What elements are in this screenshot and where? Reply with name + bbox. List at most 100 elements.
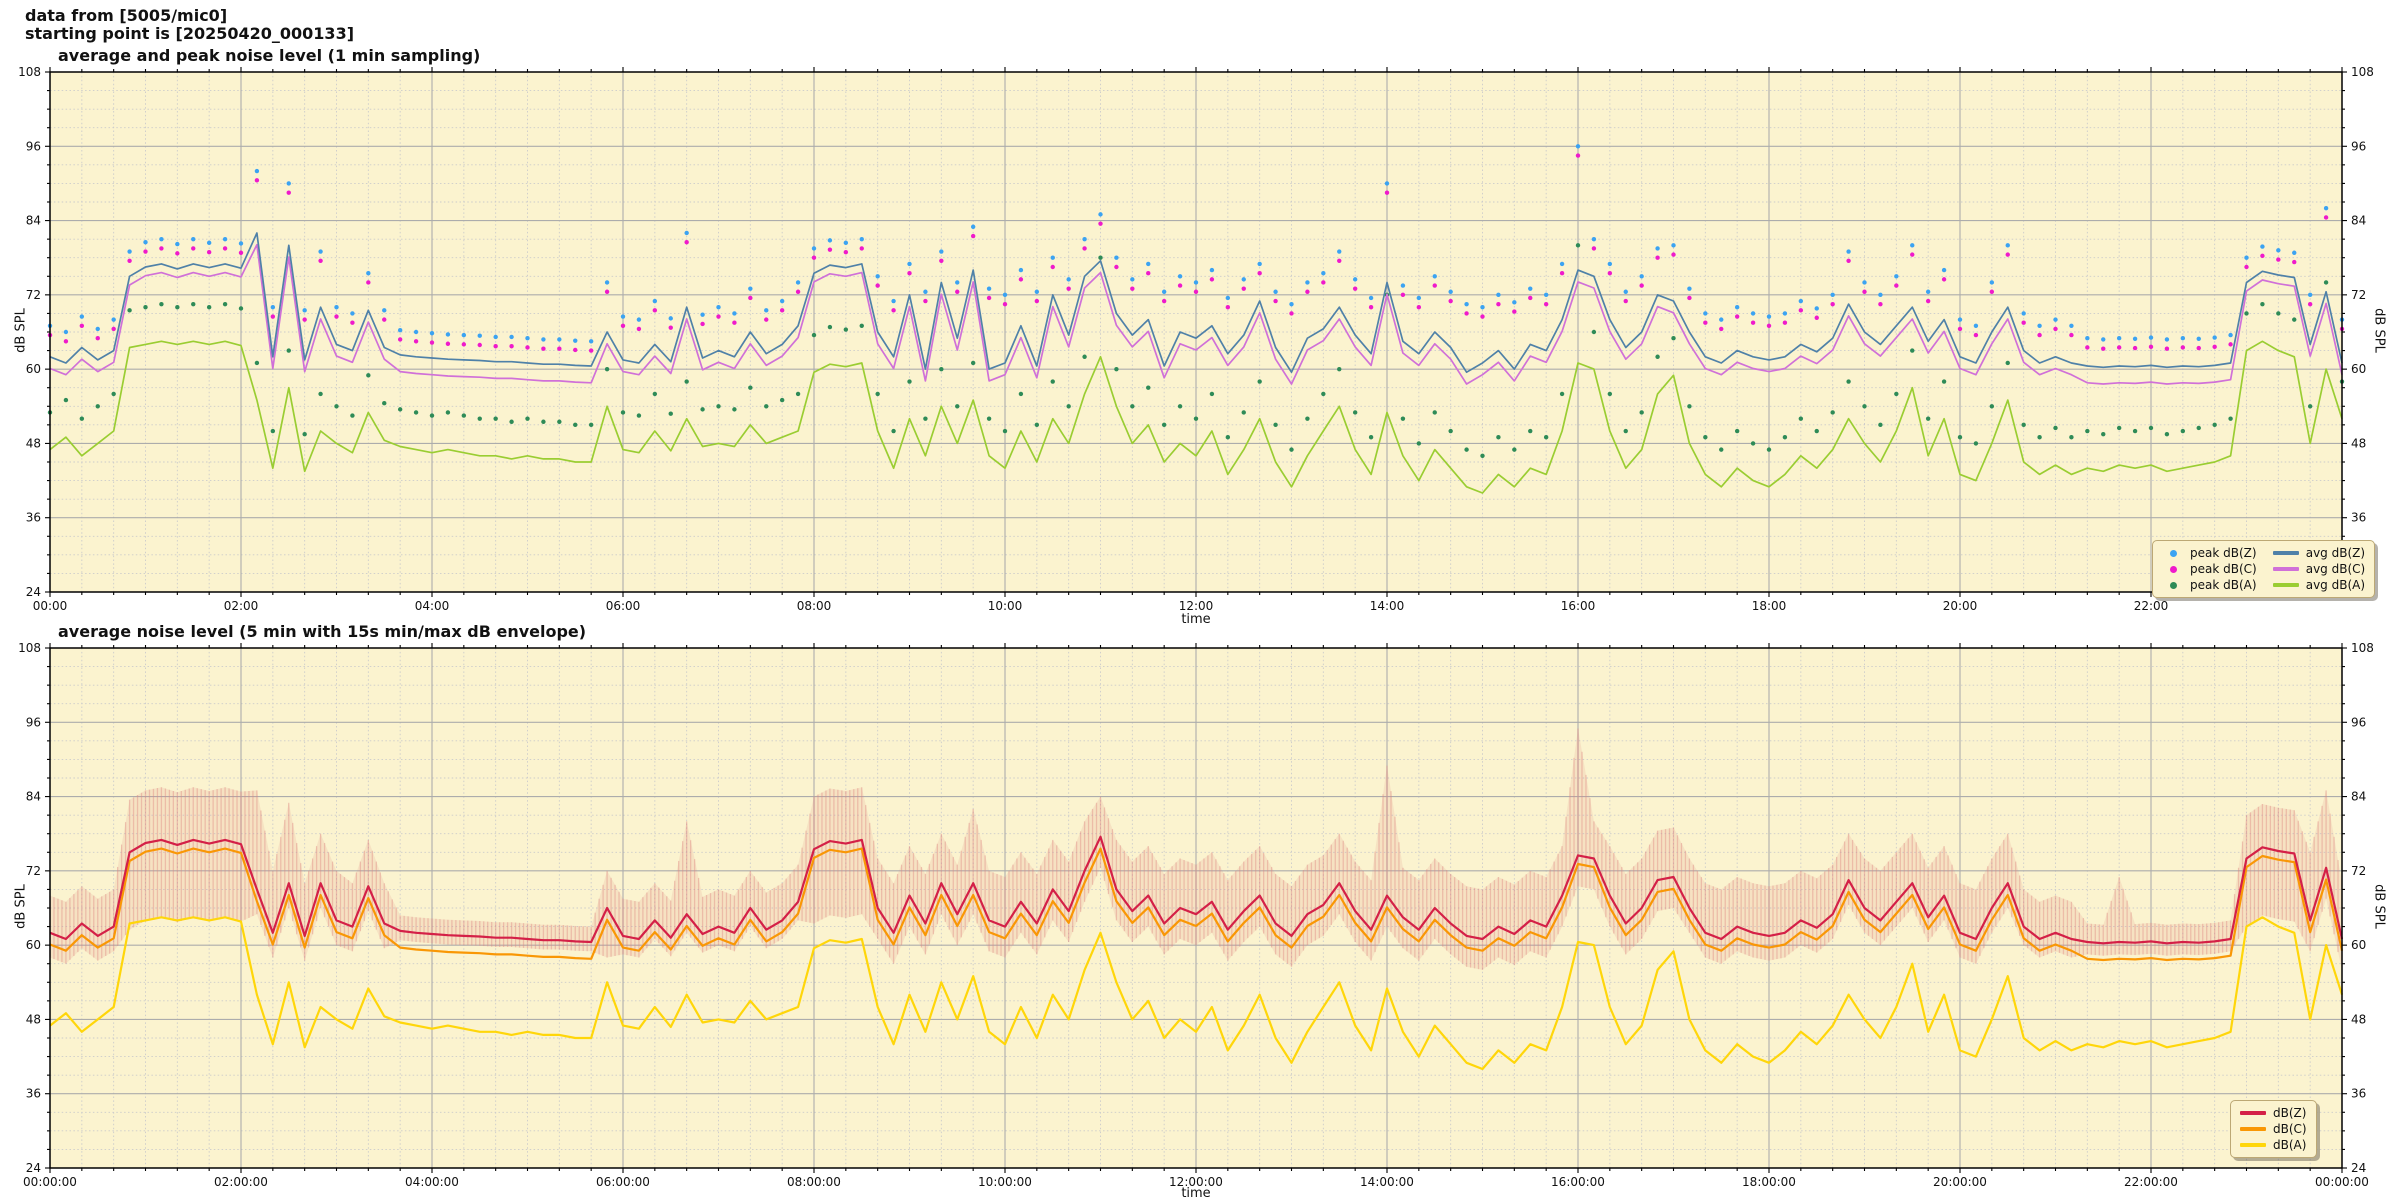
point-peak-db-a- — [1528, 428, 1533, 434]
point-peak-db-a- — [1002, 428, 1008, 434]
point-peak-db-a- — [1146, 385, 1151, 390]
point-peak-db-c- — [986, 295, 992, 301]
point-peak-db-z- — [493, 334, 498, 340]
point-peak-db-c- — [1814, 315, 1819, 320]
point-peak-db-a- — [2069, 435, 2074, 440]
point-peak-db-c- — [1878, 301, 1883, 307]
y-tick-label-right: 48 — [2351, 436, 2366, 450]
point-peak-db-c- — [1782, 320, 1788, 325]
point-peak-db-a- — [955, 404, 960, 409]
point-peak-db-z- — [1496, 292, 1501, 298]
x-tick-label: 12:00 — [1179, 599, 1214, 613]
point-peak-db-c- — [1241, 286, 1246, 291]
point-peak-db-a- — [1575, 243, 1581, 248]
point-peak-db-z- — [748, 286, 753, 291]
line-avg-db-z- — [49, 232, 2343, 374]
point-peak-db-a- — [493, 416, 498, 421]
point-peak-db-a- — [1018, 391, 1024, 397]
point-peak-db-a- — [111, 391, 116, 397]
point-peak-db-z- — [795, 280, 801, 285]
legend-entry-avg-dba: avg dB(A) — [2272, 578, 2365, 592]
legend-label: dB(Z) — [2273, 1106, 2307, 1120]
point-peak-db-c- — [573, 347, 578, 353]
point-peak-db-a- — [684, 379, 689, 384]
point-peak-db-z- — [1719, 317, 1724, 322]
point-peak-db-c- — [1798, 308, 1804, 313]
point-peak-db-z- — [2244, 255, 2249, 260]
x-tick-label: 16:00 — [1561, 599, 1596, 613]
point-peak-db-a- — [875, 391, 880, 397]
point-peak-db-c- — [429, 340, 435, 345]
point-peak-db-z- — [1050, 255, 1055, 260]
point-peak-db-c- — [477, 342, 482, 348]
point-peak-db-a- — [2307, 404, 2313, 409]
x-tick-label: 04:00:00 — [405, 1175, 459, 1189]
point-peak-db-a- — [557, 419, 562, 424]
x-tick-label: 10:00 — [988, 599, 1023, 613]
point-peak-db-a- — [1193, 416, 1199, 421]
point-peak-db-a- — [2276, 311, 2281, 316]
point-peak-db-z- — [429, 331, 435, 336]
point-peak-db-c- — [1543, 301, 1549, 307]
point-peak-db-c- — [541, 346, 546, 351]
point-peak-db-z- — [1798, 298, 1804, 304]
point-peak-db-a- — [2180, 428, 2186, 434]
point-peak-db-z- — [397, 327, 403, 333]
y-tick-label-right: 72 — [2351, 864, 2366, 878]
point-peak-db-c- — [779, 308, 785, 313]
point-peak-db-c- — [1018, 277, 1024, 282]
point-peak-db-c- — [1400, 292, 1406, 298]
point-peak-db-c- — [1432, 283, 1437, 288]
point-peak-db-c- — [1528, 295, 1533, 301]
point-peak-db-a- — [1989, 404, 1995, 409]
point-peak-db-z- — [111, 317, 116, 322]
point-peak-db-a- — [1687, 404, 1692, 409]
point-peak-db-a- — [286, 348, 291, 353]
point-peak-db-c- — [1750, 320, 1756, 325]
point-peak-db-a- — [1257, 379, 1262, 384]
point-peak-db-a- — [764, 404, 769, 409]
point-peak-db-z- — [1480, 305, 1485, 310]
point-peak-db-c- — [1209, 277, 1215, 282]
point-peak-db-c- — [1766, 323, 1772, 329]
point-peak-db-c- — [636, 326, 642, 332]
envelope-band — [50, 728, 2342, 970]
point-peak-db-z- — [1925, 289, 1931, 294]
point-peak-db-a- — [700, 407, 705, 412]
point-peak-db-z- — [955, 280, 960, 285]
point-peak-db-c- — [939, 258, 944, 264]
point-peak-db-c- — [1512, 309, 1517, 314]
point-peak-db-c- — [1734, 314, 1740, 319]
line-avg-db-c- — [49, 243, 2343, 385]
point-peak-db-a- — [779, 397, 785, 403]
point-peak-db-z- — [1957, 317, 1963, 322]
point-peak-db-a- — [1416, 441, 1422, 446]
point-peak-db-c- — [222, 246, 228, 251]
point-peak-db-z- — [2053, 317, 2058, 322]
point-peak-db-c- — [588, 348, 594, 353]
y-tick-label-right: 108 — [2351, 65, 2374, 79]
point-peak-db-c- — [2053, 326, 2058, 332]
point-peak-db-c- — [970, 233, 976, 239]
point-peak-db-a- — [620, 410, 626, 415]
point-peak-db-z- — [2212, 335, 2217, 340]
x-tick-label: 04:00 — [415, 599, 450, 613]
chart2-title: average noise level (5 min with 15s min/… — [58, 622, 587, 641]
point-peak-db-a- — [2021, 422, 2026, 428]
point-peak-db-z- — [63, 329, 69, 335]
point-peak-db-z- — [827, 238, 833, 243]
point-peak-db-c- — [254, 178, 260, 183]
point-peak-db-z- — [1973, 323, 1979, 329]
point-peak-db-z- — [1241, 277, 1246, 282]
point-peak-db-z- — [843, 240, 849, 246]
point-peak-db-z- — [2101, 337, 2106, 342]
point-peak-db-a- — [461, 413, 467, 418]
point-peak-db-c- — [1273, 298, 1278, 304]
point-peak-db-z- — [1543, 292, 1549, 298]
point-peak-db-a- — [1846, 379, 1851, 384]
point-peak-db-z- — [1591, 236, 1597, 242]
point-peak-db-z- — [159, 236, 164, 242]
point-peak-db-c- — [1130, 286, 1135, 291]
point-peak-db-z- — [732, 311, 737, 316]
